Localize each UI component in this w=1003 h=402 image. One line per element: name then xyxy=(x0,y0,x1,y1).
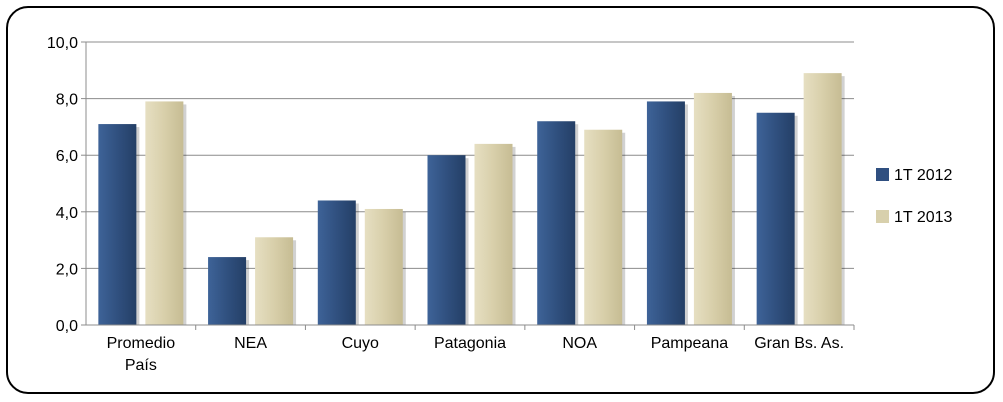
bar-series-1 xyxy=(317,200,356,325)
y-tick-label: 2,0 xyxy=(56,261,78,278)
bar-series-2 xyxy=(584,129,623,325)
x-category-label: Pampeana xyxy=(651,335,728,352)
x-category-label: Cuyo xyxy=(342,335,379,352)
bar-series-1 xyxy=(756,112,795,325)
bar-series-2 xyxy=(364,208,403,325)
legend-swatch xyxy=(876,168,889,181)
bar-series-2 xyxy=(255,237,294,325)
legend-swatch xyxy=(876,210,889,223)
x-category-label: NEA xyxy=(234,335,267,352)
x-category-label: NOA xyxy=(562,335,597,352)
x-category-label: Promedio xyxy=(107,335,176,352)
x-category-label: País xyxy=(125,357,157,374)
bar-series-1 xyxy=(208,257,247,325)
legend-label: 1T 2013 xyxy=(894,209,953,226)
bar-series-1 xyxy=(537,121,576,326)
bar-series-2 xyxy=(803,73,842,325)
y-tick-label: 4,0 xyxy=(56,205,78,222)
bar-series-2 xyxy=(474,143,513,325)
x-category-label: Patagonia xyxy=(434,335,506,352)
legend-label: 1T 2012 xyxy=(894,167,953,184)
y-tick-label: 6,0 xyxy=(56,148,78,165)
bar-series-2 xyxy=(693,92,732,325)
y-tick-label: 10,0 xyxy=(47,35,78,52)
bar-series-2 xyxy=(145,101,184,326)
x-category-label: Gran Bs. As. xyxy=(754,335,844,352)
bar-series-1 xyxy=(646,101,685,326)
bar-series-1 xyxy=(427,155,466,325)
y-tick-label: 8,0 xyxy=(56,92,78,109)
bar-series-1 xyxy=(98,124,137,325)
y-tick-label: 0,0 xyxy=(56,318,78,335)
